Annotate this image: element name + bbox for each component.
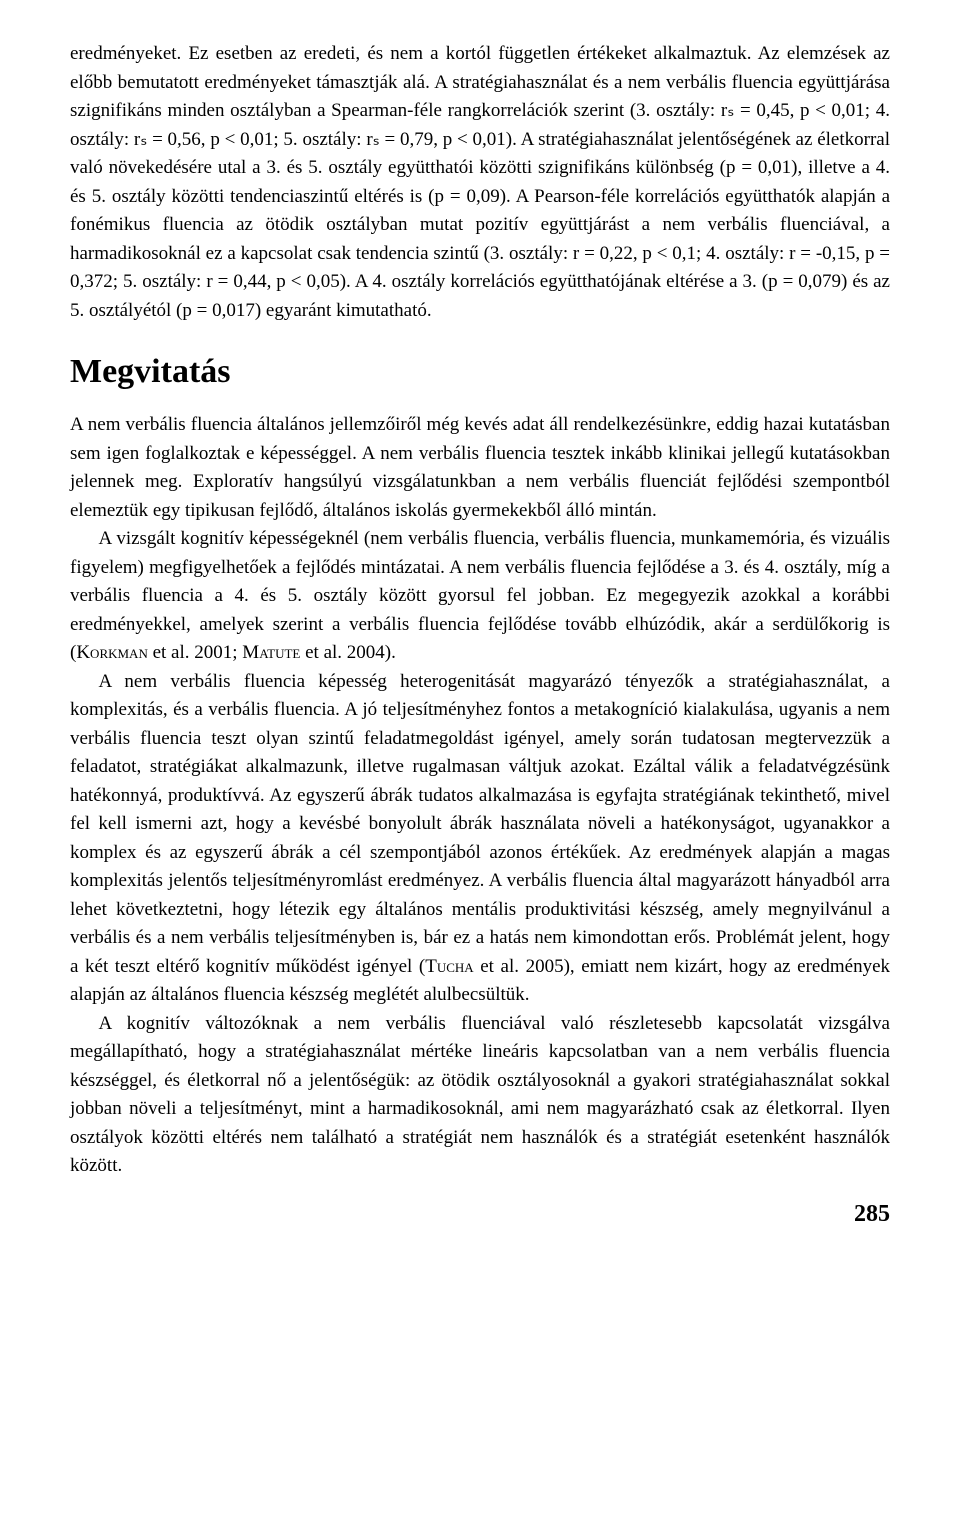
paragraph-4: A nem verbális fluencia képesség heterog… [70, 668, 890, 1010]
section-heading: Megvitatás [70, 353, 890, 391]
citation-matute: Matute [242, 642, 300, 663]
paragraph-3: A vizsgált kognitív képességeknél (nem v… [70, 525, 890, 668]
citation-korkman: Korkman [76, 642, 148, 663]
citation-tucha: Tucha [425, 956, 473, 977]
paragraph-1: eredményeket. Ez esetben az eredeti, és … [70, 40, 890, 325]
paragraph-2: A nem verbális fluencia általános jellem… [70, 411, 890, 525]
p4-text-1: A nem verbális fluencia képesség heterog… [70, 671, 890, 977]
p3-text-2: et al. 2001; [148, 642, 242, 663]
page-number: 285 [70, 1201, 890, 1228]
paragraph-5: A kognitív változóknak a nem verbális fl… [70, 1010, 890, 1181]
p3-text-3: et al. 2004). [300, 642, 396, 663]
document-page: eredményeket. Ez esetben az eredeti, és … [0, 0, 960, 1258]
